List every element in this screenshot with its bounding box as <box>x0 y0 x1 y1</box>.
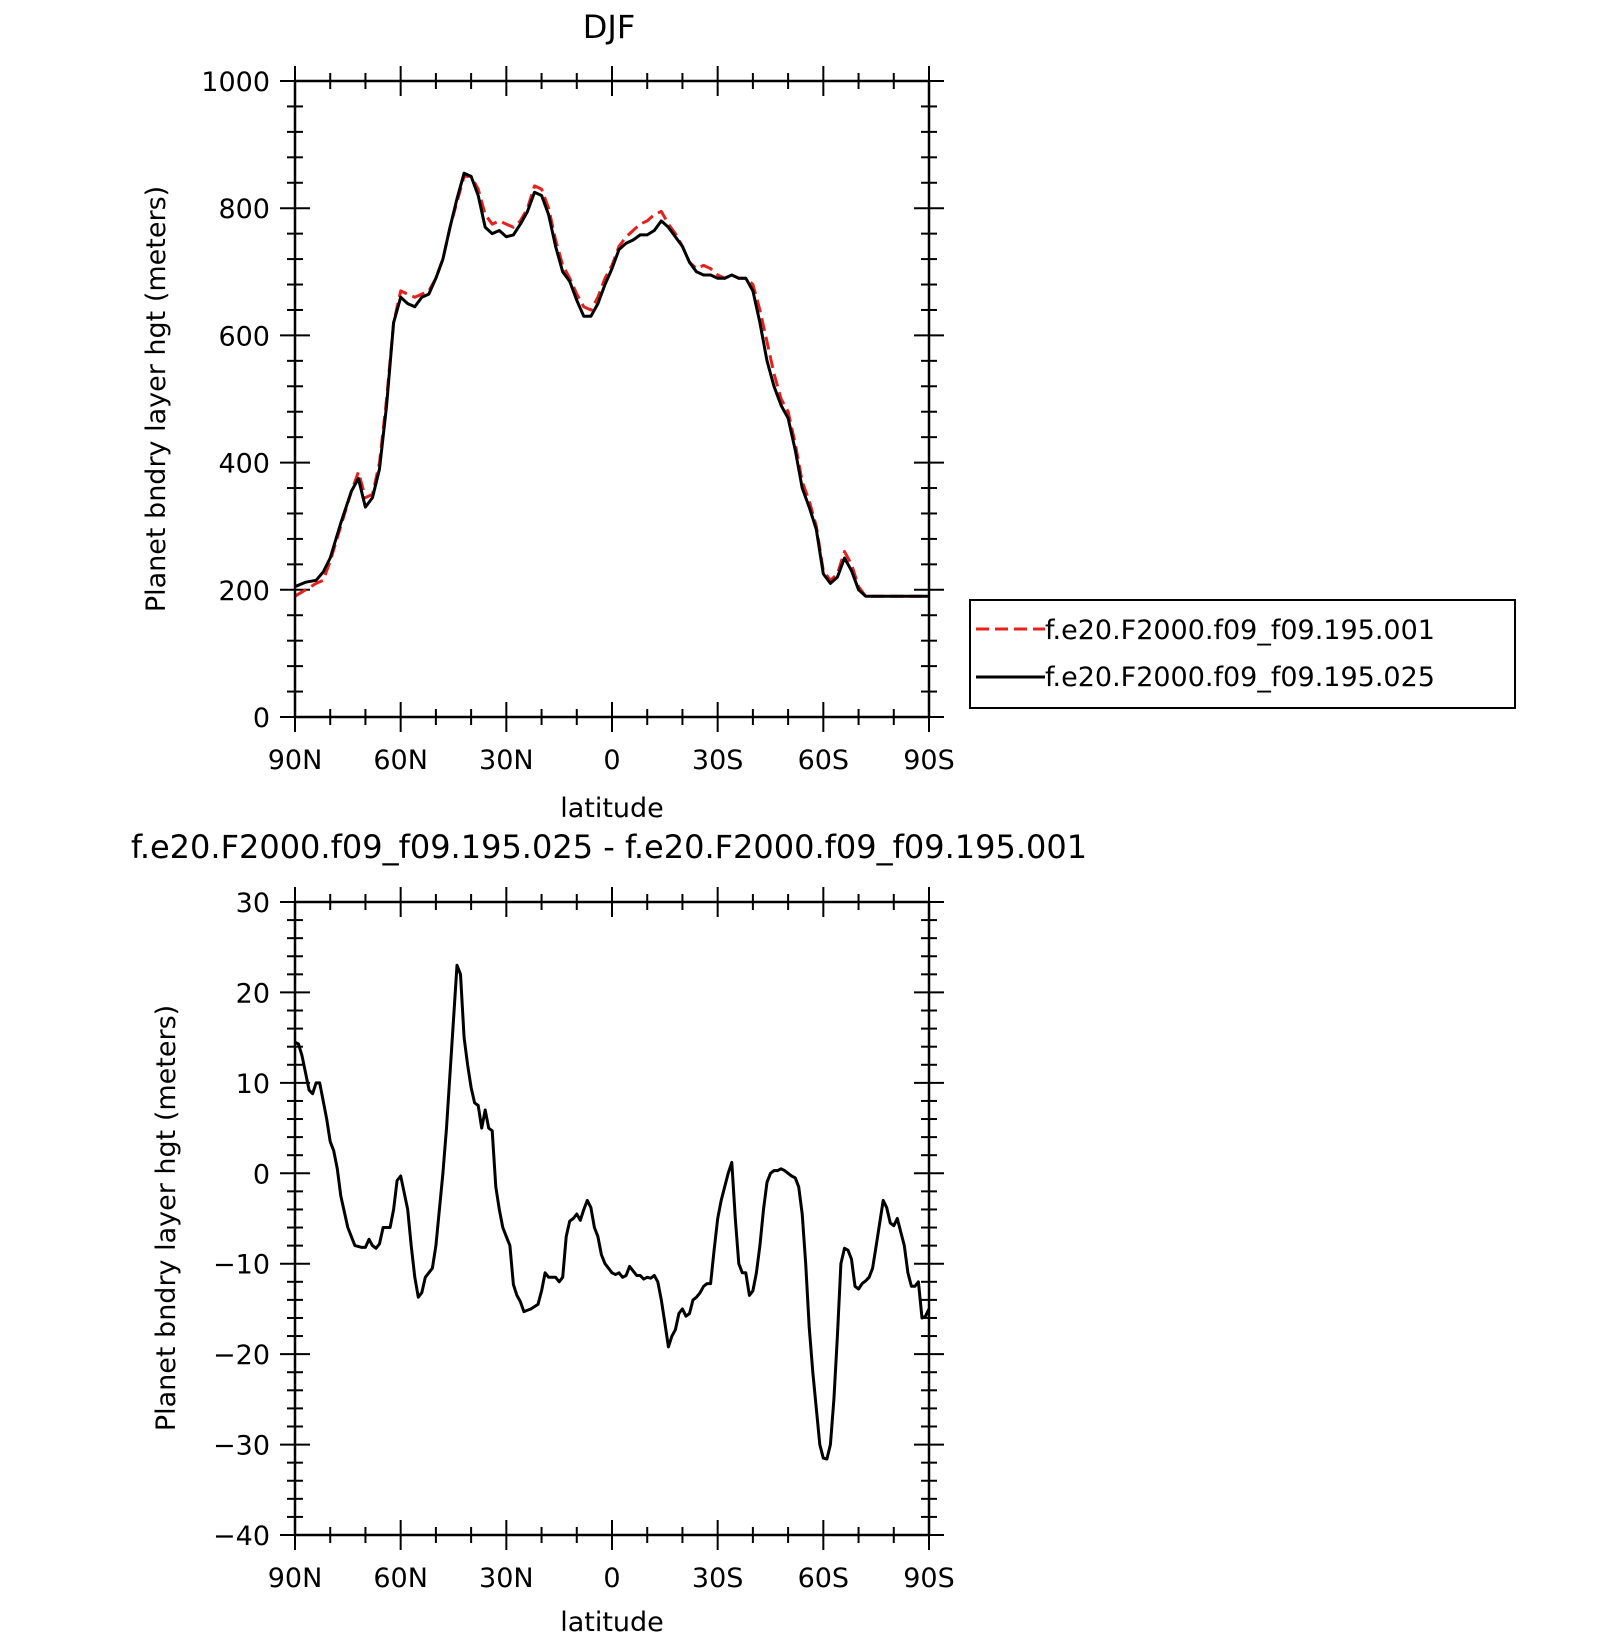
top-chart-series-line-2 <box>294 171 929 598</box>
x-tick-label: 90N <box>268 745 323 776</box>
y-tick-label: 800 <box>218 194 270 225</box>
top-chart-series-line-1 <box>294 174 929 598</box>
y-tick-label: −10 <box>213 1250 270 1281</box>
x-tick-label: 0 <box>603 745 620 776</box>
x-tick-label: 0 <box>603 1563 620 1594</box>
legend-label-series-1: f.e20.F2000.f09_f09.195.001 <box>1045 615 1435 646</box>
y-tick-label: 400 <box>218 449 270 480</box>
bottom-chart-xlabel: latitude <box>560 1607 664 1635</box>
y-tick-label: 20 <box>236 978 270 1009</box>
bottom-chart-title: f.e20.F2000.f09_f09.195.025 - f.e20.F200… <box>131 828 1087 866</box>
bottom-chart-panel: f.e20.F2000.f09_f09.195.025 - f.e20.F200… <box>131 828 1087 1635</box>
bottom-chart-frame <box>293 900 931 1537</box>
top-chart-marks: 0 200 400 600 800 1000 90N 60N 30N 0 30S 60S 90S <box>201 66 955 776</box>
top-chart-frame <box>293 79 931 719</box>
y-tick-label: 1000 <box>201 67 270 98</box>
y-tick-label: 0 <box>253 703 270 734</box>
bottom-chart-marks: −40 −30 −20 −10 0 10 20 30 90N 60N 30N 0 30S 60S 90S <box>213 887 955 1594</box>
top-chart-legend: f.e20.F2000.f09_f09.195.001 f.e20.F2000.… <box>969 599 1516 709</box>
top-chart-title: DJF <box>583 8 635 46</box>
y-tick-label: −20 <box>213 1340 270 1371</box>
bottom-chart-series-line-1 <box>294 963 931 1461</box>
x-tick-label: 30N <box>479 745 534 776</box>
top-chart-xlabel: latitude <box>560 793 664 824</box>
top-chart-panel: DJF 0 200 400 600 800 1000 90N 60N 30N 0 30S 60S 90S… <box>141 8 955 824</box>
legend-box <box>969 599 1516 709</box>
x-tick-label: 90S <box>903 1563 955 1594</box>
x-tick-label: 30S <box>692 745 744 776</box>
legend-label-series-2: f.e20.F2000.f09_f09.195.025 <box>1045 662 1435 693</box>
x-tick-label: 60N <box>373 1563 428 1594</box>
x-tick-label: 60N <box>373 745 428 776</box>
x-tick-label: 60S <box>798 1563 850 1594</box>
y-tick-label: 10 <box>236 1069 270 1100</box>
y-tick-label: 30 <box>236 888 270 919</box>
x-tick-label: 90N <box>268 1563 323 1594</box>
x-tick-label: 60S <box>798 745 850 776</box>
top-chart-ylabel: Planet bndry layer hgt (meters) <box>141 186 172 612</box>
x-tick-label: 90S <box>903 745 955 776</box>
x-tick-label: 30N <box>479 1563 534 1594</box>
x-tick-label: 30S <box>692 1563 744 1594</box>
y-tick-label: −30 <box>213 1431 270 1462</box>
y-tick-label: 200 <box>218 576 270 607</box>
bottom-chart-ylabel: Planet bndry layer hgt (meters) <box>151 1005 182 1431</box>
y-tick-label: 600 <box>218 321 270 352</box>
y-tick-label: −40 <box>213 1521 270 1552</box>
y-tick-label: 0 <box>253 1159 270 1190</box>
